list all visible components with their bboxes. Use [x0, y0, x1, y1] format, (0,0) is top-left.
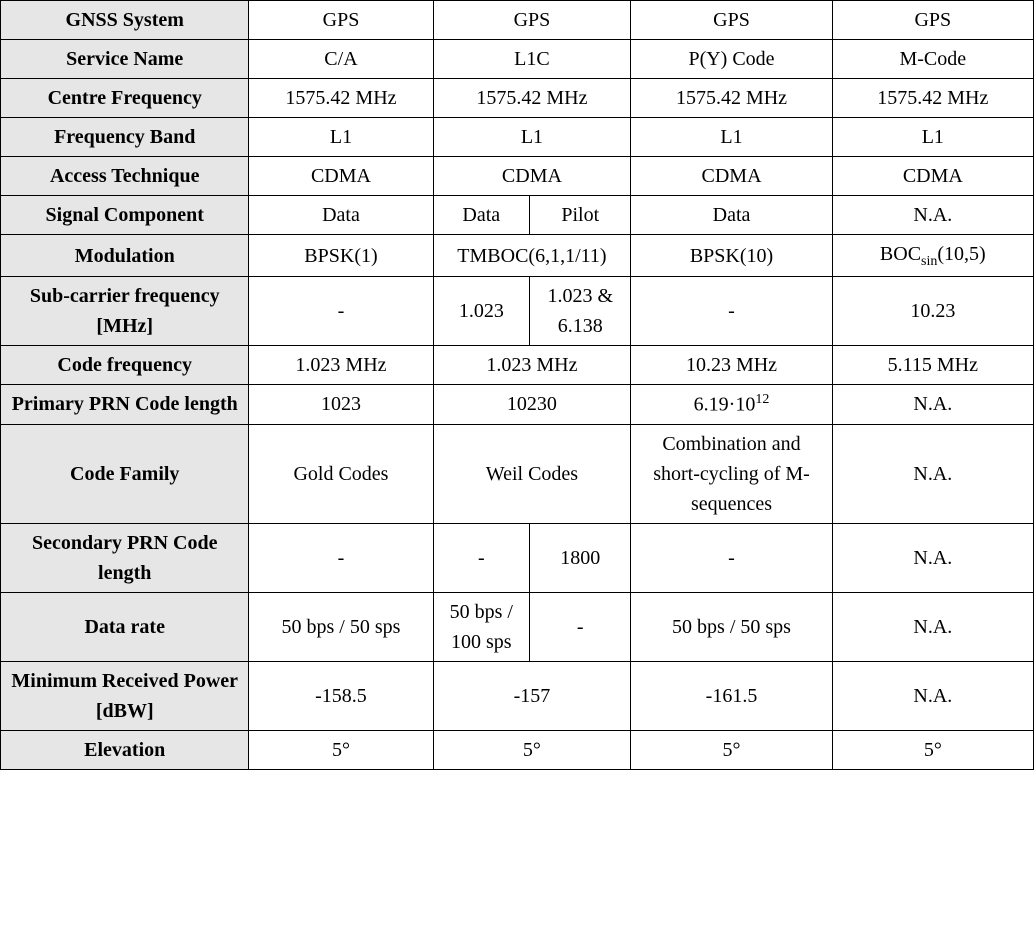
table-row: ModulationBPSK(1)TMBOC(6,1,1/11)BPSK(10)…	[1, 235, 1034, 277]
row-header: Frequency Band	[1, 118, 249, 157]
table-cell: 1.023 MHz	[249, 346, 433, 385]
row-header: Code frequency	[1, 346, 249, 385]
table-cell: -	[249, 523, 433, 592]
table-cell: 5°	[832, 730, 1033, 769]
row-header: Data rate	[1, 592, 249, 661]
table-body: GNSS SystemGPSGPSGPSGPSService NameC/AL1…	[1, 1, 1034, 770]
table-cell: -161.5	[631, 661, 832, 730]
table-cell: GPS	[631, 1, 832, 40]
table-cell: 1575.42 MHz	[631, 79, 832, 118]
table-cell: 1.023 MHz	[433, 346, 631, 385]
table-row: Primary PRN Code length1023102306.19·101…	[1, 385, 1034, 425]
table-row: Service NameC/AL1CP(Y) CodeM-Code	[1, 40, 1034, 79]
table-cell: L1	[631, 118, 832, 157]
table-cell: 1575.42 MHz	[832, 79, 1033, 118]
table-cell: L1	[433, 118, 631, 157]
table-cell: L1	[249, 118, 433, 157]
table-cell: -158.5	[249, 661, 433, 730]
table-cell: 5°	[631, 730, 832, 769]
table-row: Sub-carrier frequency [MHz]-1.0231.023 &…	[1, 277, 1034, 346]
row-header: Elevation	[1, 730, 249, 769]
row-header: Centre Frequency	[1, 79, 249, 118]
table-cell: GPS	[249, 1, 433, 40]
table-cell: GPS	[832, 1, 1033, 40]
table-row: Code frequency1.023 MHz1.023 MHz10.23 MH…	[1, 346, 1034, 385]
table-cell: N.A.	[832, 592, 1033, 661]
table-cell: C/A	[249, 40, 433, 79]
table-cell: Pilot	[530, 196, 631, 235]
row-header: Primary PRN Code length	[1, 385, 249, 425]
table-cell: CDMA	[631, 157, 832, 196]
table-cell: CDMA	[433, 157, 631, 196]
table-cell: Data	[249, 196, 433, 235]
table-cell: N.A.	[832, 424, 1033, 523]
table-row: Minimum Received Power [dBW]-158.5-157-1…	[1, 661, 1034, 730]
table-cell: 1800	[530, 523, 631, 592]
table-cell: 1.023 & 6.138	[530, 277, 631, 346]
row-header: Modulation	[1, 235, 249, 277]
table-cell: N.A.	[832, 385, 1033, 425]
row-header: Sub-carrier frequency [MHz]	[1, 277, 249, 346]
row-header: Service Name	[1, 40, 249, 79]
row-header: Signal Component	[1, 196, 249, 235]
table-row: GNSS SystemGPSGPSGPSGPS	[1, 1, 1034, 40]
table-cell: 1023	[249, 385, 433, 425]
table-cell: 1575.42 MHz	[433, 79, 631, 118]
table-row: Data rate50 bps / 50 sps50 bps / 100 sps…	[1, 592, 1034, 661]
table-cell: 1575.42 MHz	[249, 79, 433, 118]
table-cell: GPS	[433, 1, 631, 40]
row-header: Minimum Received Power [dBW]	[1, 661, 249, 730]
table-cell: -	[433, 523, 530, 592]
table-cell: -	[249, 277, 433, 346]
table-cell: 5.115 MHz	[832, 346, 1033, 385]
table-cell: 6.19·1012	[631, 385, 832, 425]
table-cell: Data	[631, 196, 832, 235]
table-row: Signal ComponentDataDataPilotDataN.A.	[1, 196, 1034, 235]
table-cell: L1C	[433, 40, 631, 79]
table-cell: N.A.	[832, 661, 1033, 730]
table-cell: BOCsin(10,5)	[832, 235, 1033, 277]
table-row: Frequency BandL1L1L1L1	[1, 118, 1034, 157]
table-cell: 1.023	[433, 277, 530, 346]
table-cell: TMBOC(6,1,1/11)	[433, 235, 631, 277]
table-cell: Data	[433, 196, 530, 235]
table-row: Access TechniqueCDMACDMACDMACDMA	[1, 157, 1034, 196]
table-row: Secondary PRN Code length--1800-N.A.	[1, 523, 1034, 592]
table-cell: CDMA	[249, 157, 433, 196]
table-cell: N.A.	[832, 523, 1033, 592]
table-cell: Weil Codes	[433, 424, 631, 523]
table-cell: N.A.	[832, 196, 1033, 235]
table-cell: BPSK(1)	[249, 235, 433, 277]
table-cell: 5°	[433, 730, 631, 769]
row-header: Secondary PRN Code length	[1, 523, 249, 592]
table-cell: 10230	[433, 385, 631, 425]
table-row: Centre Frequency1575.42 MHz1575.42 MHz15…	[1, 79, 1034, 118]
table-cell: 10.23 MHz	[631, 346, 832, 385]
table-cell: 50 bps / 100 sps	[433, 592, 530, 661]
table-cell: 10.23	[832, 277, 1033, 346]
table-row: Code FamilyGold CodesWeil CodesCombinati…	[1, 424, 1034, 523]
row-header: Code Family	[1, 424, 249, 523]
row-header: Access Technique	[1, 157, 249, 196]
gnss-signal-table: GNSS SystemGPSGPSGPSGPSService NameC/AL1…	[0, 0, 1034, 770]
table-cell: Combination and short-cycling of M-seque…	[631, 424, 832, 523]
table-cell: -	[631, 523, 832, 592]
table-cell: 5°	[249, 730, 433, 769]
table-cell: -	[530, 592, 631, 661]
table-cell: L1	[832, 118, 1033, 157]
row-header: GNSS System	[1, 1, 249, 40]
table-cell: BPSK(10)	[631, 235, 832, 277]
table-cell: Gold Codes	[249, 424, 433, 523]
table-cell: P(Y) Code	[631, 40, 832, 79]
table-cell: 50 bps / 50 sps	[249, 592, 433, 661]
table-cell: 50 bps / 50 sps	[631, 592, 832, 661]
table-row: Elevation5°5°5°5°	[1, 730, 1034, 769]
table-cell: -	[631, 277, 832, 346]
table-cell: -157	[433, 661, 631, 730]
table-cell: M-Code	[832, 40, 1033, 79]
table-cell: CDMA	[832, 157, 1033, 196]
